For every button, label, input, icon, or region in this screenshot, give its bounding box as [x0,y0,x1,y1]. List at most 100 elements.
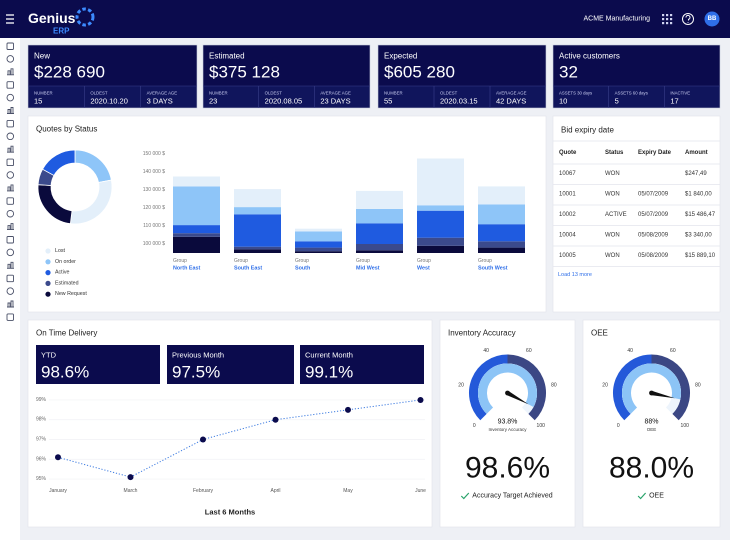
kpi-field-value: 15 [34,97,42,106]
gauge-tick-label: 0 [617,423,620,429]
nav-icon[interactable] [6,209,15,218]
table-cell: WON [605,233,620,239]
nav-icon[interactable] [6,313,14,321]
panel-title: Bid expiry date [561,126,614,135]
stat-label: YTD [41,351,57,360]
bar-segment [295,228,342,232]
apps-icon[interactable] [666,22,669,25]
nav-icon[interactable] [6,158,14,167]
gauge-fill [622,363,681,414]
bar-segment [295,231,342,242]
gauge-band [651,354,690,421]
bar-segment [356,208,403,224]
apps-icon[interactable] [670,18,673,21]
check-icon [460,492,470,500]
table-cell: 05/07/2009 [638,192,669,198]
table-cell: WON [605,192,620,198]
y-tick-label: 96% [36,456,47,462]
apps-icon[interactable] [666,18,669,21]
nav-icon[interactable] [6,287,15,295]
bar-segment [356,244,403,251]
nav-icon[interactable] [6,42,14,50]
gauge-caption: OEE [647,427,657,432]
help-icon[interactable] [682,13,694,25]
column-header: Amount [685,150,708,156]
x-axis-label: Last 6 Months [205,508,255,517]
category-label: Mid West [356,266,380,272]
kpi-field-value: 5 [615,97,619,106]
gauge-needle [651,390,675,399]
x-tick-label: June [415,488,426,494]
nav-icon[interactable] [7,300,14,308]
y-tick-label: 99% [36,397,47,403]
legend-label: On order [55,259,76,265]
apps-icon[interactable] [662,18,665,21]
panel-title: OEE [591,329,608,338]
apps-icon[interactable] [670,14,673,17]
nav-icon[interactable] [6,197,14,205]
avatar[interactable] [704,11,720,27]
nav-icon[interactable] [7,68,14,76]
kpi-field-value: 23 DAYS [320,97,350,106]
top-bar [0,0,730,38]
bar-segment [417,210,464,238]
stat-value: 97.5% [172,363,220,382]
legend-label: Lost [55,248,66,254]
line-point [345,406,351,413]
nav-icon[interactable] [6,119,14,128]
nav-icon[interactable] [6,55,15,63]
kpi-field-label: AVERAGE AGE [496,91,527,96]
bar-segment [295,241,342,248]
panel-title: On Time Delivery [36,329,97,338]
apps-icon[interactable] [662,22,665,25]
bar-segment [234,189,281,208]
legend-swatch [45,291,51,297]
nav-icon[interactable] [6,236,14,244]
gauge-tick-label: 60 [526,348,532,354]
load-more-link[interactable]: Load 13 more [558,272,592,278]
kpi-field-label: OLDEST [440,91,458,96]
category-label: West [417,266,430,272]
kpi-field-value: 17 [670,97,678,106]
nav-icon[interactable] [6,171,15,179]
nav-icon[interactable] [6,248,15,257]
nav-icon[interactable] [7,223,14,231]
column-header: Quote [559,150,577,156]
nav-icon[interactable] [7,261,14,269]
apps-icon[interactable] [666,14,669,17]
gauge-tick-label: 100 [681,423,690,429]
gauge-band [469,354,508,421]
nav-icon[interactable] [7,184,14,192]
table-cell: 05/08/2009 [638,233,669,239]
nav-icon[interactable] [6,81,14,89]
gauge-caption: Inventory Accuracy [488,427,527,432]
y-tick-label: 130 000 $ [143,187,165,193]
apps-icon[interactable] [670,22,673,25]
y-tick-label: 120 000 $ [143,205,165,211]
nav-icon[interactable] [7,107,14,114]
logo-ring [75,7,95,27]
legend-swatch [45,259,51,265]
category-label: South East [234,266,262,272]
bar-segment [234,214,281,247]
nav-icon[interactable] [6,93,15,102]
nav-icon[interactable] [7,145,14,153]
check-icon [637,492,647,500]
bar-segment [478,241,525,248]
bar-segment [417,237,464,246]
legend-swatch [45,270,51,276]
table-cell: 10005 [559,253,576,259]
bar-segment [478,224,525,242]
stat-box [167,345,294,384]
kpi-field-label: NUMBER [209,91,228,96]
group-label: Group [234,258,248,264]
gauge-big-value: 88.0% [609,452,694,485]
nav-icon[interactable] [6,274,14,283]
gauge-value-label: 93.8% [498,419,518,426]
apps-icon[interactable] [662,14,665,17]
gauge-fill [478,363,537,414]
kpi-field-label: NUMBER [34,91,53,96]
panel [27,115,547,313]
nav-icon[interactable] [6,132,15,141]
